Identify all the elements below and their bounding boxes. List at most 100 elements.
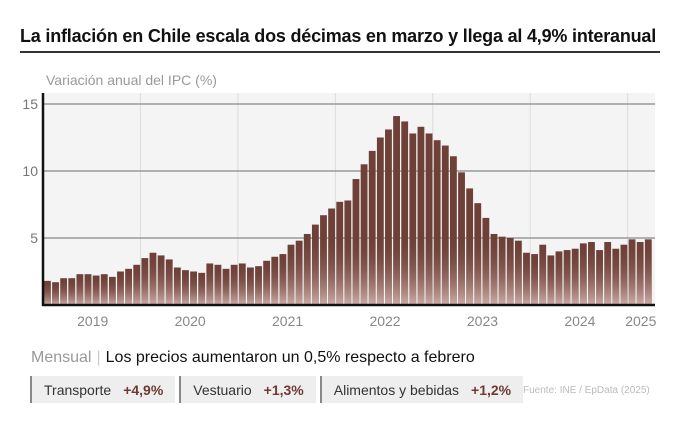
bar-gradient <box>68 278 76 305</box>
x-tick-label: 2021 <box>272 313 303 329</box>
bar-gradient <box>368 235 376 305</box>
bar-gradient <box>182 270 189 305</box>
bar-gradient <box>514 240 522 305</box>
bar-gradient <box>44 280 51 305</box>
category-box-vestuario: Vestuario +1,3% <box>179 376 316 403</box>
category-label: Transporte <box>44 381 112 398</box>
bar-gradient <box>320 235 327 305</box>
bar-gradient <box>523 252 530 305</box>
bar-gradient <box>84 274 92 305</box>
x-tick-label: 2025 <box>625 313 656 329</box>
bar-gradient <box>157 255 165 305</box>
category-box-transporte: Transporte +4,9% <box>30 376 176 403</box>
bar-gradient <box>498 236 506 305</box>
chart-title: La inflación en Chile escala dos décimas… <box>20 26 657 46</box>
y-tick-label: 5 <box>30 230 38 246</box>
bar-gradient <box>92 275 100 305</box>
bar-gradient <box>149 252 157 305</box>
bar-gradient <box>604 242 612 305</box>
bar-gradient <box>376 235 384 305</box>
bar <box>425 133 433 305</box>
bar-gradient <box>352 235 360 305</box>
bar-gradient <box>466 235 474 305</box>
bar-gradient <box>141 258 149 305</box>
bar-gradient <box>571 248 579 305</box>
bar-gradient <box>579 243 587 305</box>
bar-gradient <box>474 235 482 305</box>
x-tick-label: 2023 <box>467 313 498 329</box>
bar-gradient <box>409 235 417 305</box>
bar-gradient <box>279 254 287 305</box>
y-tick-label: 10 <box>22 163 38 179</box>
bar-gradient <box>328 235 336 305</box>
bar-gradient <box>336 235 344 305</box>
bar-gradient <box>425 235 433 305</box>
bar-gradient <box>198 272 206 305</box>
category-label: Vestuario <box>193 381 252 398</box>
bar <box>376 137 384 305</box>
bar <box>441 145 449 305</box>
bar-gradient <box>165 259 173 305</box>
bar-gradient <box>547 255 555 305</box>
monthly-label: Mensual <box>31 349 92 366</box>
bar-gradient <box>458 235 465 305</box>
bar-gradient <box>125 268 133 305</box>
bar-gradient <box>612 248 620 305</box>
bar-gradient <box>620 244 628 305</box>
bar-gradient <box>450 235 457 305</box>
bar-gradient <box>263 260 271 305</box>
bar-gradient <box>230 264 238 305</box>
source-note: Fuente: INE / EpData (2025) <box>523 385 650 396</box>
bar-gradient <box>238 263 246 305</box>
separator: | <box>96 349 101 366</box>
category-value: +1,2% <box>471 381 512 398</box>
x-tick-label: 2020 <box>175 313 206 329</box>
category-label: Alimentos y bebidas <box>333 381 460 398</box>
bar-gradient <box>596 250 603 305</box>
bar-gradient <box>133 264 141 305</box>
bar <box>360 164 368 305</box>
bar-gradient <box>360 235 368 305</box>
bar-gradient <box>52 282 59 305</box>
bar-gradient <box>531 254 539 305</box>
bar-gradient <box>108 276 116 305</box>
bar <box>409 133 417 305</box>
category-value: +1,3% <box>263 381 304 398</box>
bar-gradient <box>303 235 311 305</box>
bar-gradient <box>555 251 563 305</box>
bar <box>450 156 457 305</box>
bar-gradient <box>100 274 108 305</box>
bar-gradient <box>206 263 214 305</box>
bar-gradient <box>173 267 181 305</box>
bar-gradient <box>482 235 490 305</box>
bar-gradient <box>628 239 636 305</box>
x-tick-label: 2019 <box>77 313 108 329</box>
bar-gradient <box>295 240 303 305</box>
bar-gradient <box>287 244 295 305</box>
bar-gradient <box>563 250 571 305</box>
bar-gradient <box>644 239 652 305</box>
bar <box>401 121 409 305</box>
bar-gradient <box>433 235 441 305</box>
bar-gradient <box>385 235 392 305</box>
bar <box>433 140 441 305</box>
bar-gradient <box>344 235 352 305</box>
bar-gradient <box>401 235 409 305</box>
bar-chart: 5 10 15 2019 2020 2021 2022 2023 2024 2025 <box>22 93 657 329</box>
bar-gradient <box>539 244 547 305</box>
bar-gradient <box>255 266 262 305</box>
category-boxes: Transporte +4,9% Vestuario +1,3% Alimentos… <box>30 376 524 403</box>
bar <box>393 116 400 305</box>
bar-gradient <box>393 235 400 305</box>
bar-gradient <box>636 242 644 305</box>
bar-gradient <box>490 235 498 305</box>
y-tick-label: 15 <box>22 96 38 112</box>
monthly-headline: Los precios aumentaron un 0,5% respecto … <box>105 349 475 366</box>
x-tick-label: 2022 <box>369 313 400 329</box>
category-box-alimentos: Alimentos y bebidas +1,2% <box>319 376 524 403</box>
bar <box>368 150 376 305</box>
bar-gradient <box>441 235 449 305</box>
bar-gradient <box>190 271 197 305</box>
bar-gradient <box>311 235 319 305</box>
